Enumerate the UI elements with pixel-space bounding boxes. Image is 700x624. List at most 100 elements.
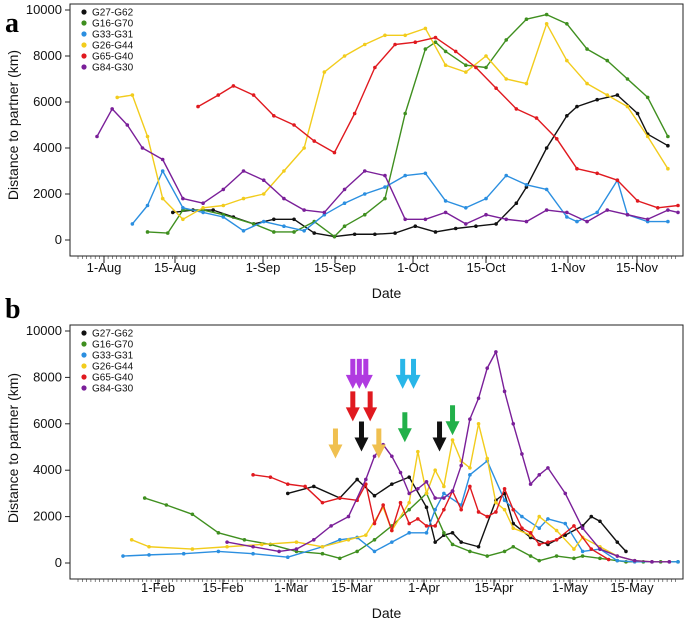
data-point xyxy=(605,208,610,212)
legend-marker xyxy=(81,9,87,15)
data-point xyxy=(625,212,630,217)
legend-marker xyxy=(81,385,87,391)
data-point xyxy=(320,544,325,549)
data-point xyxy=(666,143,670,148)
legend-label: G26-G44 xyxy=(92,41,134,52)
data-point xyxy=(433,230,438,234)
data-point xyxy=(373,232,377,237)
data-point xyxy=(423,26,428,31)
data-point xyxy=(160,196,165,201)
data-point xyxy=(160,157,165,162)
data-point xyxy=(635,111,640,116)
data-point xyxy=(524,219,529,224)
data-point xyxy=(121,554,125,558)
data-point xyxy=(572,547,576,551)
data-point xyxy=(129,538,134,542)
data-point xyxy=(393,231,397,235)
data-point xyxy=(546,466,550,470)
data-point xyxy=(544,187,549,192)
data-point xyxy=(575,104,579,109)
series-g84-g30 xyxy=(225,350,672,564)
y-tick-label: 2000 xyxy=(33,509,62,524)
data-point xyxy=(216,549,221,554)
data-point xyxy=(575,219,579,224)
y-tick-label: 4000 xyxy=(33,462,62,477)
data-point xyxy=(572,524,576,528)
data-point xyxy=(403,33,407,38)
data-point xyxy=(342,201,347,205)
data-point xyxy=(130,222,135,226)
data-point xyxy=(598,547,602,551)
legend-label: G65-G40 xyxy=(92,373,134,384)
data-point xyxy=(403,173,407,178)
x-tick-label: 1-Mar xyxy=(274,580,309,595)
data-point xyxy=(502,549,507,554)
data-point xyxy=(231,84,236,88)
data-point xyxy=(484,54,488,58)
y-tick-label: 2000 xyxy=(33,186,62,201)
data-point xyxy=(450,489,455,493)
data-point xyxy=(145,134,150,139)
data-point xyxy=(605,58,610,63)
data-point xyxy=(251,544,255,549)
data-point xyxy=(504,217,509,222)
data-point xyxy=(272,217,276,222)
data-point xyxy=(413,40,418,44)
data-point xyxy=(598,556,602,561)
data-point xyxy=(160,169,165,173)
data-point xyxy=(423,47,428,51)
annotation-arrow xyxy=(395,358,410,389)
data-point xyxy=(666,219,670,224)
data-point xyxy=(494,500,498,505)
data-point xyxy=(302,146,306,150)
annotation-arrow xyxy=(406,358,421,389)
data-point xyxy=(332,234,337,239)
data-point xyxy=(585,219,589,224)
data-point xyxy=(342,187,347,192)
panel-b-letter: b xyxy=(5,294,21,325)
data-point xyxy=(433,40,438,44)
panel-a: a 0 2000 4000 6000 8000 10000 1-Aug 15-Aug 1-Sep… xyxy=(5,2,684,301)
data-point xyxy=(383,185,387,189)
data-point xyxy=(676,203,680,208)
series-g26-g44 xyxy=(115,22,670,222)
data-point xyxy=(125,123,130,127)
data-point xyxy=(598,519,602,524)
data-point xyxy=(390,528,394,533)
data-point xyxy=(504,77,509,81)
data-point xyxy=(442,531,446,535)
data-point xyxy=(383,196,387,201)
x-tick-label: 1-Apr xyxy=(408,580,440,595)
x-tick-label: 15-May xyxy=(610,580,654,595)
data-point xyxy=(450,438,455,442)
data-point xyxy=(572,556,576,561)
panel-b-axes: 0 2000 4000 6000 8000 10000 1-Feb 15-Feb 1-Mar 15… xyxy=(5,323,684,621)
x-tick-label: 15-Aug xyxy=(154,260,196,275)
data-point xyxy=(147,544,151,549)
data-point xyxy=(372,521,377,526)
data-point xyxy=(311,484,316,489)
data-point xyxy=(585,47,589,51)
data-point xyxy=(292,217,296,222)
data-point xyxy=(424,505,429,510)
data-point xyxy=(95,134,99,139)
data-point xyxy=(372,549,377,554)
data-point xyxy=(424,531,429,535)
data-point xyxy=(502,507,507,512)
data-point xyxy=(511,544,516,549)
data-point xyxy=(464,63,468,67)
data-point xyxy=(504,38,509,42)
data-point xyxy=(216,93,221,97)
data-point xyxy=(514,201,519,205)
annotation-arrow xyxy=(397,412,412,443)
data-point xyxy=(181,196,185,201)
legend-label: G16-G70 xyxy=(92,340,134,351)
plot-frame xyxy=(69,324,684,580)
data-point xyxy=(450,542,455,547)
series-g84-g30 xyxy=(95,107,680,226)
data-point xyxy=(383,33,387,38)
data-point xyxy=(443,49,448,54)
data-point xyxy=(615,540,620,544)
data-point xyxy=(201,210,205,215)
